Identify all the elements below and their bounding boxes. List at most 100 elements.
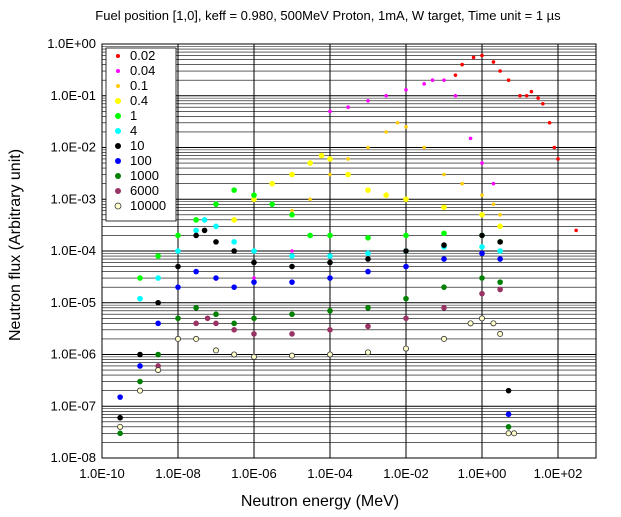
data-point	[155, 351, 161, 358]
data-point	[231, 187, 237, 193]
legend-marker	[115, 113, 121, 119]
legend-marker	[114, 202, 122, 210]
legend-marker	[115, 188, 121, 194]
legend-label: 1000	[130, 168, 159, 183]
data-point	[497, 279, 503, 285]
data-point	[251, 192, 257, 198]
series-10	[117, 227, 512, 421]
series-1000	[117, 275, 512, 437]
legend-marker	[115, 173, 121, 179]
x-tick-label: 1.0E-04	[307, 466, 353, 481]
series-10000	[117, 315, 518, 437]
data-point	[155, 275, 161, 281]
data-point	[213, 275, 219, 281]
data-point	[441, 304, 447, 311]
data-point	[346, 105, 350, 110]
data-point	[441, 242, 447, 248]
data-point	[137, 295, 143, 302]
data-point	[366, 145, 370, 150]
data-point	[327, 232, 333, 239]
legend-marker	[115, 158, 121, 164]
data-point	[471, 55, 476, 60]
x-tick-label: 1.0E+00	[458, 466, 507, 481]
data-point	[213, 223, 219, 230]
y-axis-ticks: 1.0E-08 1.0E-07 1.0E-06 1.0E-05 1.0E-04 1.0E-…	[47, 36, 96, 465]
data-point	[574, 228, 578, 233]
data-point	[251, 248, 257, 254]
data-point	[175, 248, 181, 254]
data-point	[395, 121, 400, 125]
y-tick-label: 1.0E-01	[50, 88, 96, 103]
data-point	[511, 430, 518, 437]
y-tick-label: 1.0E-07	[50, 398, 96, 413]
data-point	[441, 230, 447, 237]
data-point	[497, 330, 504, 337]
data-point	[460, 62, 464, 67]
legend-label: 10	[130, 138, 144, 153]
legend-label: 0.04	[130, 63, 155, 78]
data-point	[193, 304, 199, 311]
data-point	[174, 335, 181, 342]
series-0.1	[252, 121, 502, 253]
data-point	[403, 232, 409, 239]
legend-label: 1	[130, 108, 137, 123]
legend-marker	[116, 54, 120, 58]
data-point	[327, 275, 333, 281]
y-tick-label: 1.0E-05	[50, 295, 96, 310]
legend-marker	[116, 69, 120, 73]
data-point	[251, 259, 257, 266]
data-point	[441, 204, 447, 211]
data-point	[269, 180, 275, 187]
data-point	[460, 181, 464, 186]
data-point	[365, 323, 371, 330]
data-point	[403, 315, 409, 322]
data-point	[155, 299, 161, 306]
y-tick-label: 1.0E-08	[50, 450, 96, 465]
data-point	[175, 284, 181, 290]
x-tick-label: 1.0E-06	[231, 466, 277, 481]
legend-marker	[116, 84, 120, 88]
x-tick-label: 1.0E-08	[155, 466, 201, 481]
data-point	[365, 187, 371, 193]
data-point	[175, 263, 181, 270]
data-point	[327, 253, 333, 259]
data-point	[213, 311, 219, 318]
data-point	[193, 268, 199, 275]
data-point	[201, 217, 208, 223]
series-0.04	[252, 78, 496, 280]
data-point	[497, 239, 503, 245]
data-point	[479, 290, 485, 297]
data-point	[213, 239, 219, 245]
data-point	[289, 212, 295, 218]
x-axis-ticks: 1.0E-10 1.0E-08 1.0E-06 1.0E-04 1.0E-02 1.0E+…	[79, 466, 582, 481]
data-point	[327, 259, 333, 266]
data-point	[440, 335, 447, 342]
data-point	[479, 250, 485, 257]
data-point	[231, 351, 238, 358]
data-point	[365, 268, 371, 275]
data-point	[251, 279, 257, 285]
data-point	[155, 253, 161, 259]
data-point	[497, 248, 503, 254]
legend-label: 0.1	[130, 78, 148, 93]
series-100	[117, 250, 512, 418]
data-point	[289, 171, 295, 178]
data-point	[213, 320, 219, 327]
legend-label: 4	[130, 123, 137, 138]
data-point	[422, 82, 426, 86]
legend-label: 10000	[130, 198, 166, 213]
data-point	[345, 171, 351, 178]
legend-label: 0.4	[130, 93, 148, 108]
data-point	[155, 363, 161, 369]
data-point	[175, 232, 181, 239]
data-point	[403, 295, 409, 302]
data-point	[288, 352, 295, 359]
data-point	[442, 78, 446, 82]
data-point	[193, 227, 199, 234]
data-point	[137, 378, 143, 385]
data-point	[365, 256, 371, 262]
data-point	[442, 172, 446, 177]
y-tick-label: 1.0E-06	[50, 347, 96, 362]
data-point	[289, 253, 295, 259]
y-tick-label: 1.0E-03	[50, 191, 96, 206]
